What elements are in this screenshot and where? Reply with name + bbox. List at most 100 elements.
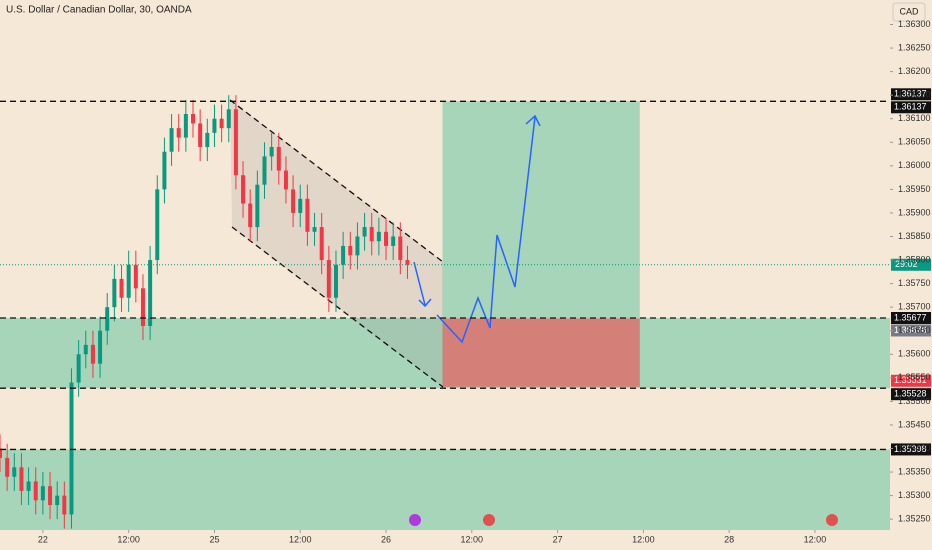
y-tick-label: 1.35850 [898,231,931,241]
y-tick-label: 1.36100 [898,113,931,123]
candle-body [98,330,103,364]
x-tick-label: 12:00 [461,534,484,544]
candle-body [119,278,124,298]
candle-body [305,198,310,232]
price-line-label: 1.36137 [894,102,927,112]
candle-body [26,481,31,491]
candle-body [83,344,88,355]
arrow-head [418,298,432,308]
y-tick-label: 1.36300 [898,19,931,29]
event-icon[interactable] [483,514,495,526]
countdown-box [891,258,931,271]
y-tick-label: 1.35300 [898,490,931,500]
candle-body [48,486,53,506]
currency-button[interactable] [892,2,926,22]
loss-zone [442,318,640,387]
candle-body [362,227,367,237]
y-tick-label: 1.35250 [898,514,931,524]
candle-body [355,236,360,256]
y-tick-label: 1.35650 [898,325,931,335]
x-tick-label: 22 [38,534,48,544]
candle-body [183,114,188,138]
candle-body [398,236,403,261]
event-icon[interactable] [409,514,421,526]
projection-arrow [413,261,426,306]
x-tick-label: 25 [209,534,219,544]
y-tick-label: 1.35350 [898,466,931,476]
candle-body [205,132,210,147]
currency-label: CAD [899,6,919,16]
chart-title: U.S. Dollar / Canadian Dollar, 30, OANDA [6,5,192,16]
candle-body [148,260,153,327]
projection-path [436,116,536,344]
target-label-box [891,88,931,101]
candle-body [176,128,181,138]
candle-body [291,189,296,213]
candle-body [133,264,138,289]
stop-label-box [891,374,931,387]
entry-label: 1.35676 [894,325,927,335]
y-tick-label: 1.35400 [898,443,931,453]
candle-body [169,128,174,152]
candle-body [191,114,196,124]
event-icon[interactable] [826,514,838,526]
channel-top [229,99,444,263]
candle-body [255,184,260,228]
y-tick-label: 1.36050 [898,137,931,147]
y-tick-label: 1.35950 [898,184,931,194]
candle-body [262,156,267,185]
candle-body [241,175,246,204]
y-tick-label: 1.36150 [898,90,931,100]
candle-body [333,264,338,298]
x-tick-label: 12:00 [289,534,312,544]
x-tick-label: 12:00 [117,534,140,544]
x-tick-label: 28 [724,534,734,544]
candle-body [283,170,288,190]
candle-body [384,231,389,246]
candle-body [5,457,10,477]
price-line-label-box [891,312,931,324]
candle-body [12,467,17,477]
price-line-label-box [891,101,931,114]
candle-body [19,467,24,491]
candle-body [369,227,374,242]
price-line-label-box [891,388,931,401]
y-tick-label: 1.35800 [898,254,931,264]
y-tick-label: 1.36200 [898,66,931,76]
candle-body [90,344,95,364]
arrow-head [525,114,541,127]
candle-body [391,236,396,246]
y-tick-label: 1.35600 [898,349,931,359]
candle-body [126,264,131,298]
price-line-label: 1.35398 [894,444,927,454]
entry-label-box [891,324,931,337]
candle-body [341,245,346,265]
profit-zone [442,101,640,319]
x-tick-label: 27 [553,534,563,544]
candle-body [105,307,110,331]
candle-body [155,189,160,261]
y-tick-label: 1.35700 [898,302,931,312]
candle-body [269,146,274,157]
candle-body [55,495,60,506]
countdown: 29:02 [895,259,918,269]
y-tick-label: 1.35750 [898,278,931,288]
candle-body [162,151,167,190]
y-tick-label: 1.35550 [898,372,931,382]
candle-body [62,495,67,515]
candle-body [326,260,331,298]
channel [230,100,443,387]
candle-body [140,288,145,327]
candle-body [40,486,45,501]
candle-body [319,227,324,261]
target-label: 1.36137 [894,89,927,99]
candle-body [219,118,224,129]
candle-body [248,203,253,228]
x-tick-label: 12:00 [632,534,655,544]
y-tick-label: 1.35450 [898,419,931,429]
candle-body [112,278,117,308]
candle-body [212,118,217,133]
candle-body [405,260,410,265]
y-tick-label: 1.36250 [898,42,931,52]
